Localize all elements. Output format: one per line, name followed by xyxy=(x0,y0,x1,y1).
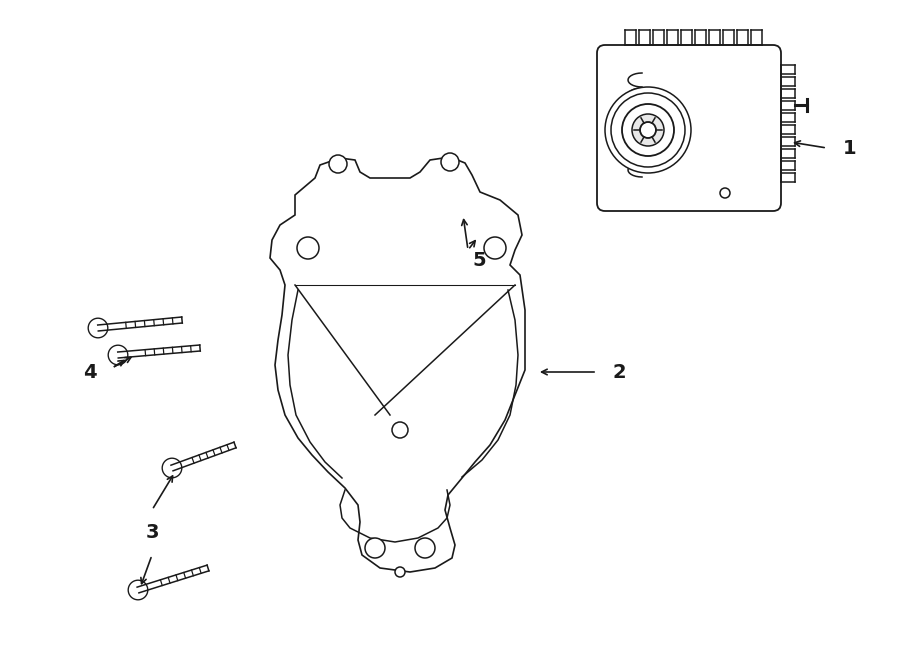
Circle shape xyxy=(162,458,182,478)
Polygon shape xyxy=(112,348,124,362)
Polygon shape xyxy=(270,157,525,572)
Polygon shape xyxy=(457,202,467,214)
Circle shape xyxy=(365,538,385,558)
Text: 1: 1 xyxy=(843,139,857,157)
Circle shape xyxy=(611,93,685,167)
Circle shape xyxy=(622,104,674,156)
Circle shape xyxy=(454,200,471,216)
Circle shape xyxy=(395,567,405,577)
Circle shape xyxy=(605,87,691,173)
Polygon shape xyxy=(131,583,145,597)
Circle shape xyxy=(632,114,664,146)
Text: 4: 4 xyxy=(84,362,97,381)
Circle shape xyxy=(484,237,506,259)
Polygon shape xyxy=(165,461,179,475)
Text: 3: 3 xyxy=(145,522,158,541)
Circle shape xyxy=(415,538,435,558)
FancyBboxPatch shape xyxy=(597,45,781,211)
Circle shape xyxy=(392,422,408,438)
Circle shape xyxy=(640,122,656,138)
Circle shape xyxy=(108,345,128,365)
Text: 2: 2 xyxy=(612,362,625,381)
Polygon shape xyxy=(92,321,104,335)
Polygon shape xyxy=(472,224,482,236)
Circle shape xyxy=(720,188,730,198)
Circle shape xyxy=(297,237,319,259)
Text: 5: 5 xyxy=(472,251,486,270)
Circle shape xyxy=(441,153,459,171)
Circle shape xyxy=(128,580,148,600)
Circle shape xyxy=(469,221,485,239)
Circle shape xyxy=(329,155,347,173)
Circle shape xyxy=(88,318,108,338)
